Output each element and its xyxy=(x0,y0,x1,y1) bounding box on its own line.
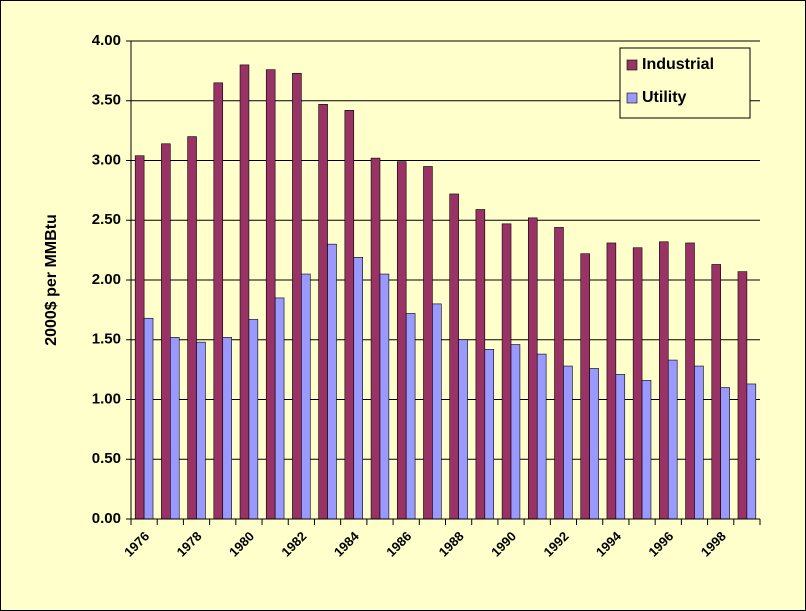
bar xyxy=(265,69,276,520)
bar xyxy=(563,365,573,520)
bar xyxy=(667,359,678,520)
bar xyxy=(449,193,459,520)
bar xyxy=(536,353,547,520)
bar xyxy=(187,136,197,520)
y-tick-label: 2.50 xyxy=(92,211,121,228)
bar xyxy=(318,104,328,520)
bar xyxy=(501,223,512,520)
legend-label: Utility xyxy=(642,89,687,106)
bar xyxy=(405,313,416,520)
y-tick-label: 1.00 xyxy=(92,390,121,407)
bar xyxy=(161,143,171,520)
bar xyxy=(632,247,643,520)
bar xyxy=(379,273,390,520)
y-tick-label: 0.50 xyxy=(92,450,121,467)
bar xyxy=(580,253,590,520)
bar xyxy=(134,155,145,520)
y-tick-label: 3.50 xyxy=(92,92,121,109)
bar xyxy=(344,110,355,520)
bar xyxy=(615,374,626,520)
bar xyxy=(528,217,538,520)
y-tick-label: 3.00 xyxy=(92,151,121,168)
legend-swatch xyxy=(626,59,638,71)
bar xyxy=(396,161,407,520)
bar xyxy=(720,387,730,520)
bar xyxy=(685,242,695,520)
bar xyxy=(274,297,285,520)
bar xyxy=(432,303,442,520)
bar xyxy=(292,72,302,520)
bar xyxy=(737,271,748,520)
y-tick-label: 1.50 xyxy=(92,331,121,348)
bar xyxy=(554,227,564,520)
bar xyxy=(143,317,154,520)
y-tick-label: 2.00 xyxy=(92,271,121,288)
legend-swatch xyxy=(626,92,638,104)
bar xyxy=(353,256,363,520)
bar xyxy=(423,166,433,520)
bar xyxy=(213,82,224,520)
bar xyxy=(659,241,669,520)
y-tick-label: 0.00 xyxy=(92,510,121,527)
bar xyxy=(641,380,652,520)
bar xyxy=(301,273,311,520)
bar xyxy=(248,319,259,520)
bar xyxy=(196,341,206,520)
bar xyxy=(589,368,599,520)
bar xyxy=(222,337,232,520)
legend-box xyxy=(619,47,751,119)
bar xyxy=(370,157,381,520)
y-axis-label: 2000$ per MMBtu xyxy=(43,214,60,346)
bar xyxy=(327,243,337,520)
bar xyxy=(694,365,704,520)
bar xyxy=(475,209,486,520)
bar xyxy=(510,344,521,520)
bar xyxy=(458,339,468,520)
bar xyxy=(239,64,250,520)
bar xyxy=(606,242,617,520)
bar xyxy=(746,383,757,520)
bar xyxy=(170,337,180,520)
legend-label: Industrial xyxy=(642,56,714,73)
y-tick-label: 4.00 xyxy=(92,32,121,49)
bar xyxy=(484,349,495,520)
bar xyxy=(711,264,721,520)
